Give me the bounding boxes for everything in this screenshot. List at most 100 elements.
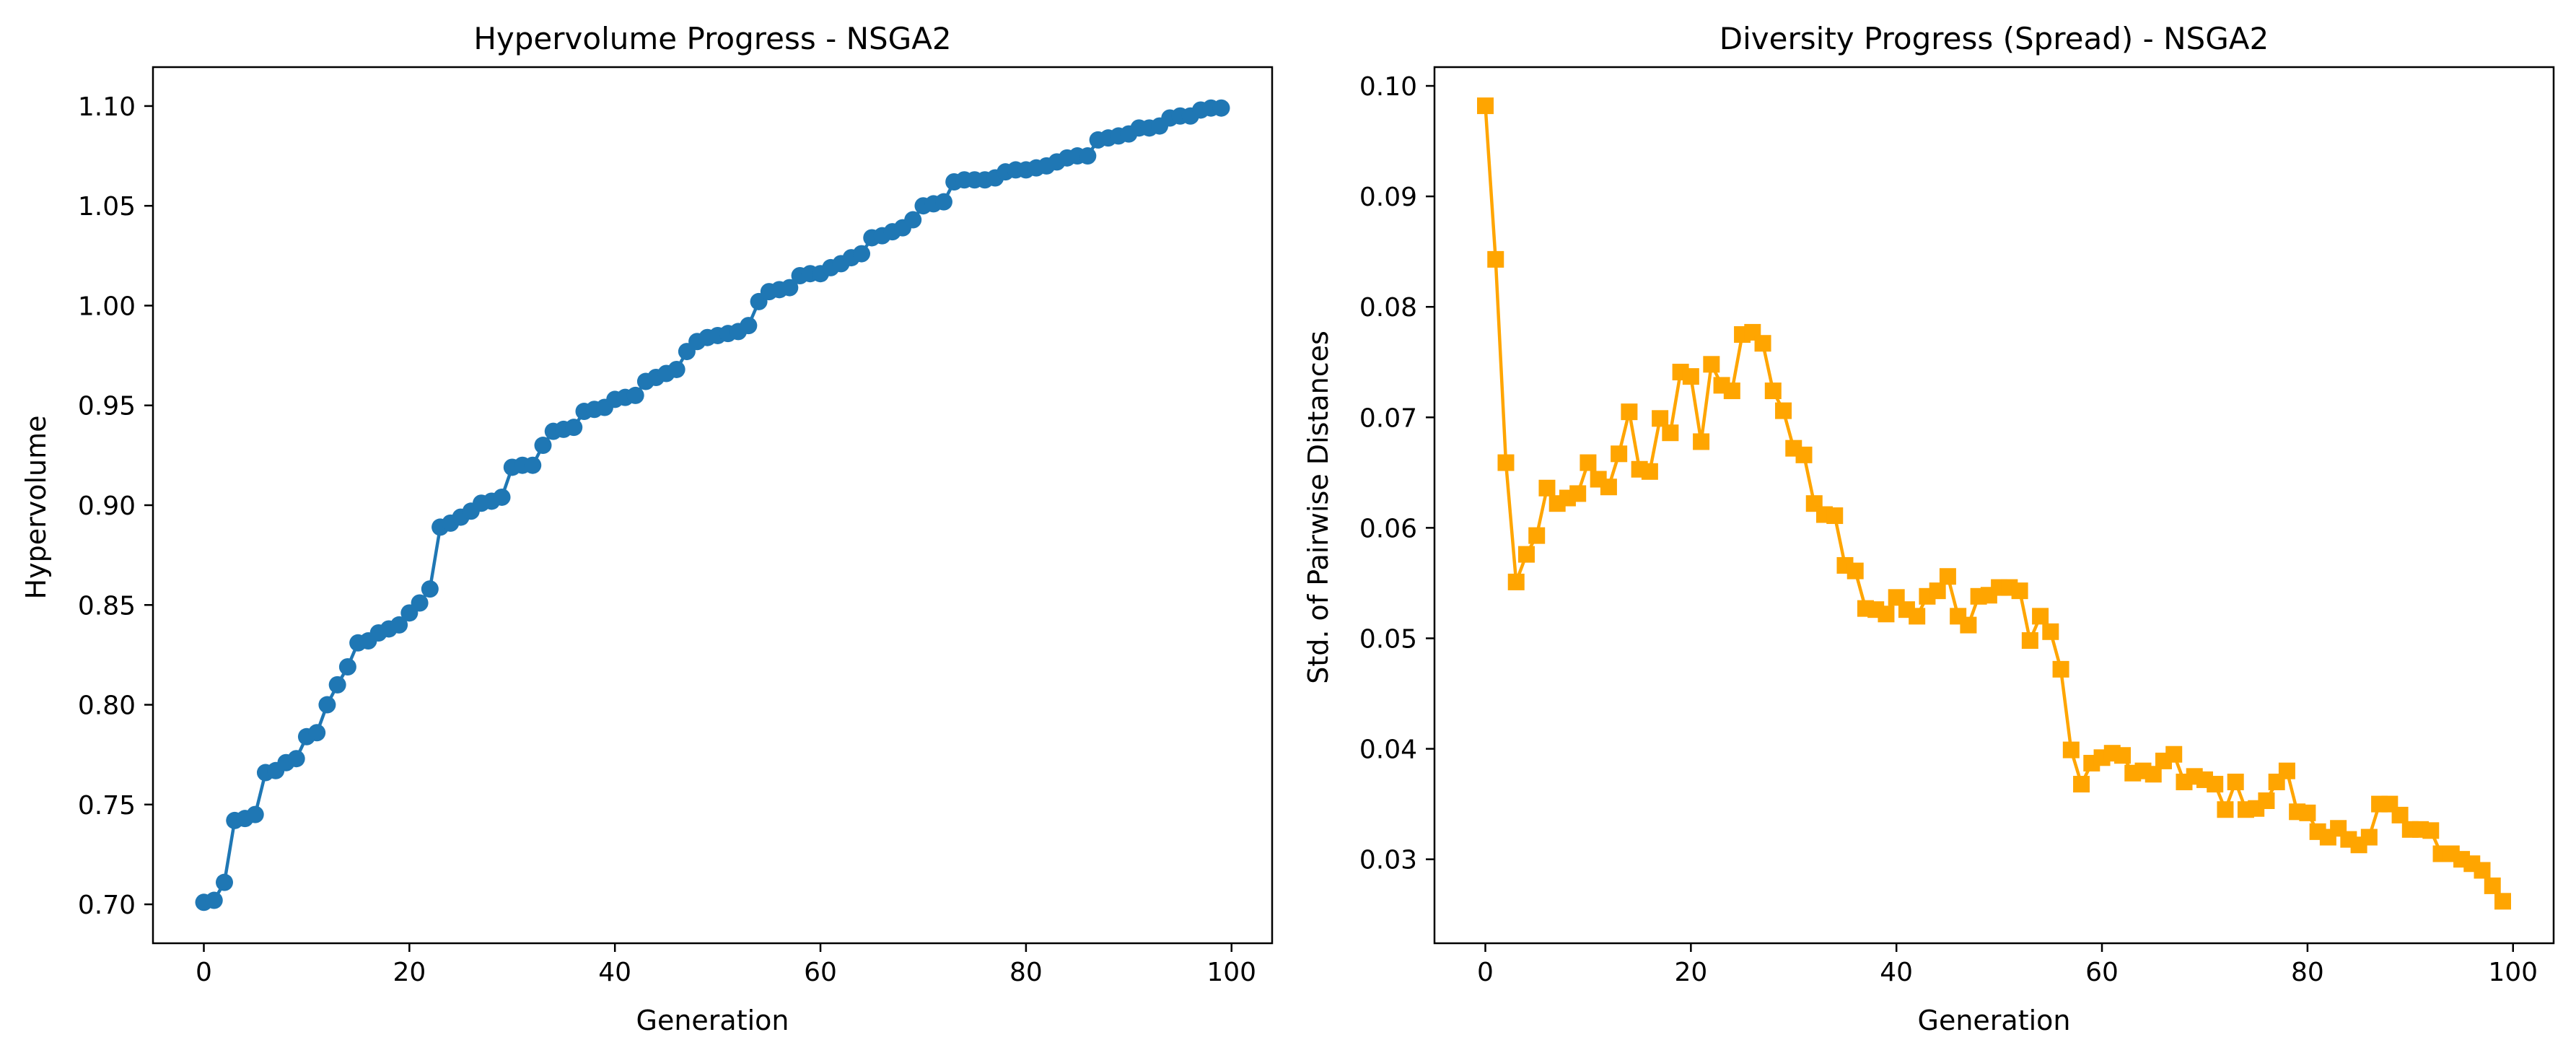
data-point (2021, 632, 2038, 650)
data-point (1826, 507, 1844, 525)
data-point (1754, 335, 1771, 352)
data-point (1528, 527, 1546, 544)
data-point (1693, 433, 1710, 450)
data-point (1580, 454, 1597, 471)
data-point (1611, 445, 1628, 463)
data-point (1682, 368, 1699, 385)
x-tick-label: 60 (804, 958, 837, 987)
data-point (328, 676, 346, 694)
y-tick-label: 1.10 (78, 92, 136, 122)
data-point (626, 386, 644, 404)
data-point (1703, 356, 1720, 373)
data-point (2165, 746, 2183, 763)
data-point (524, 456, 542, 474)
data-point (2052, 660, 2069, 678)
hypervolume-chart: Hypervolume Progress - NSGA2 Generation … (20, 21, 1274, 1036)
y-tick-label: 0.70 (78, 891, 136, 920)
data-point (1621, 403, 1638, 421)
x-tick-label: 60 (2085, 958, 2119, 987)
y-tick-label: 0.03 (1359, 846, 1417, 875)
x-ticks: 0 20 40 60 80 100 (1477, 943, 2538, 987)
data-point (2073, 776, 2090, 793)
y-tick-label: 0.05 (1359, 624, 1417, 654)
chart-title: Diversity Progress (Spread) - NSGA2 (1719, 21, 2269, 56)
y-tick-label: 0.04 (1359, 735, 1417, 765)
plot-frame (1433, 66, 2555, 945)
data-point (246, 805, 264, 823)
data-point (205, 891, 223, 909)
data-point (2145, 766, 2162, 783)
x-tick-label: 0 (1477, 958, 1494, 987)
data-point (1775, 402, 1792, 419)
plot-frame (152, 66, 1274, 945)
y-tick-label: 0.08 (1359, 293, 1417, 323)
data-point (2207, 776, 2224, 793)
data-point (904, 211, 922, 229)
data-point (934, 193, 952, 211)
data-point (1079, 147, 1097, 165)
data-point (1795, 446, 1813, 463)
x-tick-label: 0 (196, 958, 212, 987)
y-ticks: 0.70 0.75 0.80 0.85 0.90 0.95 1.00 1.05 1.10 (78, 92, 153, 920)
data-point (1846, 562, 1864, 580)
y-tick-label: 0.06 (1359, 514, 1417, 543)
data-point (1497, 454, 1515, 471)
data-point (1662, 424, 1679, 442)
data-point (1507, 573, 1525, 590)
data-point (2011, 582, 2028, 600)
data-point (1652, 410, 1669, 427)
data-point (565, 419, 583, 437)
data-point (1929, 582, 1946, 600)
data-point (1600, 478, 1617, 496)
data-point (2114, 747, 2132, 764)
x-axis-label: Generation (1918, 1005, 2071, 1036)
data-point (2217, 801, 2234, 818)
x-tick-label: 20 (1674, 958, 1707, 987)
x-tick-label: 40 (598, 958, 631, 987)
y-tick-label: 0.90 (78, 491, 136, 521)
data-point (2042, 623, 2059, 640)
data-series (195, 99, 1230, 911)
y-tick-label: 1.00 (78, 292, 136, 321)
data-point (308, 724, 326, 742)
data-point (338, 657, 356, 676)
chart-title: Hypervolume Progress - NSGA2 (473, 21, 951, 56)
data-point (1212, 99, 1230, 117)
data-point (1487, 250, 1504, 268)
data-point (2258, 792, 2275, 810)
y-tick-label: 0.80 (78, 691, 136, 721)
x-tick-label: 100 (1206, 958, 1256, 987)
data-point (2484, 877, 2501, 894)
data-point (2422, 822, 2440, 839)
data-series (1477, 97, 2511, 910)
data-point (215, 873, 233, 891)
data-point (411, 594, 429, 612)
data-point (1939, 568, 1956, 585)
y-tick-label: 0.10 (1359, 72, 1417, 102)
y-tick-label: 1.05 (78, 192, 136, 222)
diversity-chart: Diversity Progress (Spread) - NSGA2 Gene… (1302, 21, 2555, 1036)
data-point (1960, 616, 1977, 634)
data-point (493, 488, 511, 506)
data-point (287, 750, 305, 768)
data-point (421, 580, 439, 598)
data-point (667, 360, 685, 378)
data-point (2278, 762, 2295, 779)
data-point (2474, 862, 2491, 879)
data-point (534, 437, 552, 455)
y-axis-label: Std. of Pairwise Distances (1302, 331, 1334, 684)
x-tick-label: 40 (1880, 958, 1913, 987)
x-tick-label: 20 (393, 958, 426, 987)
data-point (2062, 741, 2080, 758)
y-tick-label: 0.07 (1359, 403, 1417, 433)
x-tick-label: 100 (2488, 958, 2538, 987)
data-point (1641, 463, 1658, 480)
y-tick-label: 0.95 (78, 392, 136, 421)
y-axis-label: Hypervolume (20, 416, 52, 600)
data-point (2299, 804, 2316, 821)
y-ticks: 0.03 0.04 0.05 0.06 0.07 0.08 0.09 0.10 (1359, 72, 1434, 875)
data-point (2032, 608, 2049, 625)
data-point (853, 245, 871, 263)
data-point (1723, 382, 1740, 400)
